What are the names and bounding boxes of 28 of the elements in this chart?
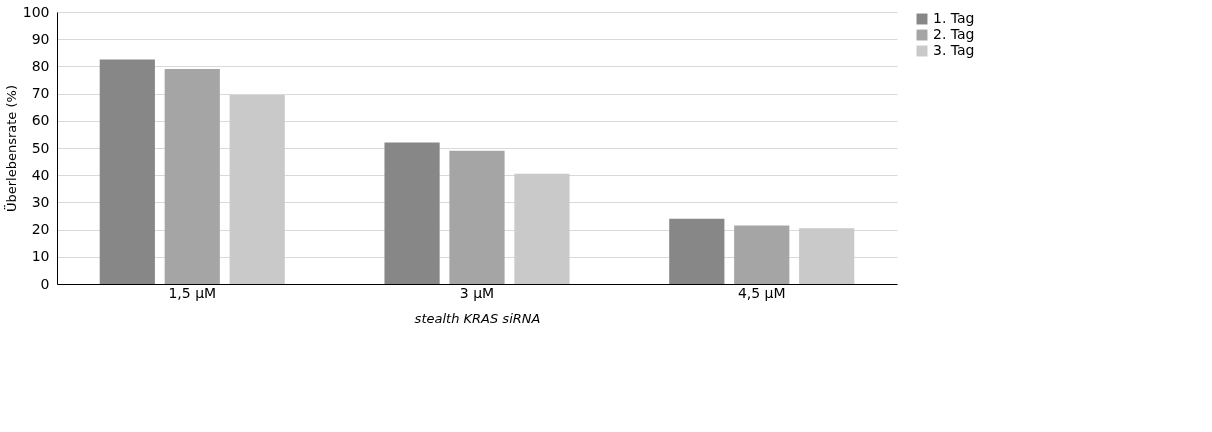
legend-label: 2. Tag (933, 26, 975, 42)
x-tick-label: 3 µM (459, 284, 495, 301)
y-axis-title: Überlebensrate (%) (2, 84, 19, 213)
bar (669, 218, 725, 284)
y-tick-label: 40 (31, 166, 50, 183)
bar (514, 173, 570, 284)
bar (449, 150, 505, 284)
y-tick-label: 30 (31, 193, 50, 210)
bar (734, 225, 790, 284)
bar (384, 142, 440, 284)
y-tick-label: 20 (31, 221, 50, 238)
x-tick-label: 4,5 µM (737, 284, 786, 301)
legend-label: 1. Tag (933, 10, 975, 26)
y-tick-label: 10 (31, 248, 50, 265)
y-tick-label: 0 (40, 275, 50, 292)
y-tick-label: 90 (31, 30, 50, 47)
y-tick-label: 60 (31, 112, 50, 129)
y-tick-label: 50 (31, 139, 50, 156)
y-tick-label: 80 (31, 57, 50, 74)
bar (799, 228, 855, 284)
bar (99, 59, 155, 284)
x-tick-label: 1,5 µM (168, 284, 217, 301)
legend-label: 3. Tag (933, 42, 975, 58)
bar (164, 69, 220, 284)
bar (229, 94, 285, 284)
y-tick-label: 70 (31, 85, 50, 102)
x-axis-title: stealth KRAS siRNA (414, 310, 541, 326)
y-tick-label: 100 (22, 3, 50, 20)
